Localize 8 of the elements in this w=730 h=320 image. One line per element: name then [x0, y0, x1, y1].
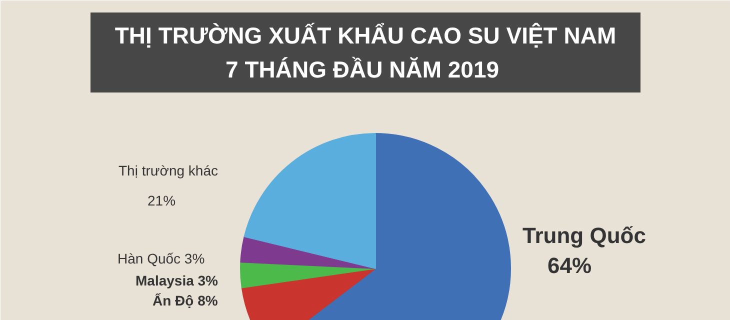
data-label: 64%: [548, 253, 592, 278]
data-label: 21%: [148, 192, 176, 208]
slice-label: Malaysia 3%: [136, 272, 219, 288]
slice-label: Ấn Độ 8%: [152, 292, 218, 308]
slice-label: Hàn Quốc 3%: [118, 250, 205, 266]
chart-title: THỊ TRƯỜNG XUẤT KHẨU CAO SU VIỆT NAM 7 THÁNG ĐẦU NĂM 2019: [114, 22, 616, 82]
slice-label: Trung Quốc: [522, 223, 646, 248]
slice-label: Thị trường khác: [118, 162, 218, 178]
